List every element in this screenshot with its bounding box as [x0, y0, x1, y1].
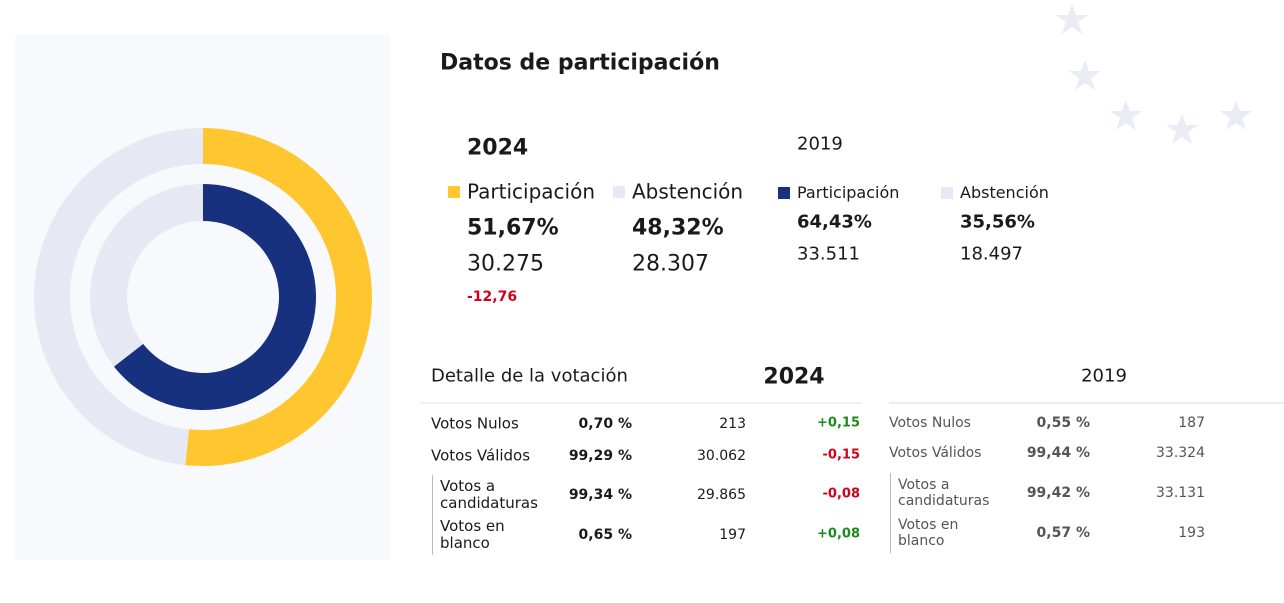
legend-label: Abstención	[960, 182, 1049, 202]
row-label: Votos Válidos	[889, 444, 982, 461]
row-percent: 0,65 %	[578, 526, 632, 543]
count-value: 28.307	[632, 251, 709, 277]
legend-swatch	[778, 187, 790, 199]
table-year: 2019	[1081, 365, 1127, 387]
legend-label: Participación	[797, 182, 900, 202]
row-label: Votos a candidaturas	[440, 476, 538, 512]
count-value: 33.511	[797, 243, 860, 265]
row-change: -0,08	[822, 486, 860, 502]
row-count: 33.324	[1156, 444, 1205, 461]
indent-border	[890, 513, 891, 553]
donut-arc	[34, 128, 204, 466]
share-value: 51,67%	[467, 215, 559, 241]
row-count: 187	[1178, 414, 1205, 431]
share-value: 64,43%	[797, 211, 872, 233]
row-change: +0,08	[817, 526, 860, 542]
row-percent: 0,55 %	[1036, 414, 1090, 431]
indent-border	[432, 475, 433, 515]
donut-arc	[185, 128, 373, 466]
row-count: 29.865	[697, 486, 746, 503]
row-label: Votos en blanco	[440, 516, 505, 552]
row-percent: 99,44 %	[1026, 444, 1090, 461]
legend-swatch	[613, 186, 625, 198]
row-count: 193	[1178, 524, 1205, 541]
stars-decoration	[1056, 4, 1252, 144]
donut-panel	[15, 35, 390, 560]
year-label: 2024	[467, 135, 529, 161]
row-count: 33.131	[1156, 484, 1205, 501]
count-value: 18.497	[960, 243, 1023, 265]
row-label: Votos Nulos	[889, 414, 971, 431]
row-change: +0,15	[817, 415, 860, 431]
row-percent: 0,70 %	[578, 415, 632, 432]
count-value: 30.275	[467, 251, 544, 277]
row-count: 30.062	[697, 447, 746, 464]
detail-title: Detalle de la votación	[431, 365, 628, 387]
share-value: 35,56%	[960, 211, 1035, 233]
row-change: -0,15	[822, 447, 860, 463]
change-value: -12,76	[467, 288, 518, 305]
indent-border	[890, 473, 891, 513]
row-label: Votos Nulos	[431, 414, 519, 433]
row-percent: 99,34 %	[568, 486, 632, 503]
row-count: 213	[719, 415, 746, 432]
row-count: 197	[719, 526, 746, 543]
legend-swatch	[941, 187, 953, 199]
legend-swatch	[448, 186, 460, 198]
row-percent: 0,57 %	[1036, 524, 1090, 541]
row-percent: 99,42 %	[1026, 484, 1090, 501]
donut-arc	[113, 184, 316, 410]
table-year: 2024	[763, 364, 825, 390]
legend-label: Participación	[467, 179, 596, 204]
legend-label: Abstención	[632, 179, 744, 204]
row-percent: 99,29 %	[568, 447, 632, 464]
row-label: Votos a candidaturas	[898, 476, 990, 509]
share-value: 48,32%	[632, 215, 724, 241]
year-label: 2019	[797, 133, 843, 155]
donut-arc	[89, 184, 203, 367]
indent-border	[432, 515, 433, 555]
row-label: Votos Válidos	[431, 446, 531, 465]
row-label: Votos en blanco	[898, 516, 959, 549]
title: Datos de participación	[440, 50, 720, 76]
